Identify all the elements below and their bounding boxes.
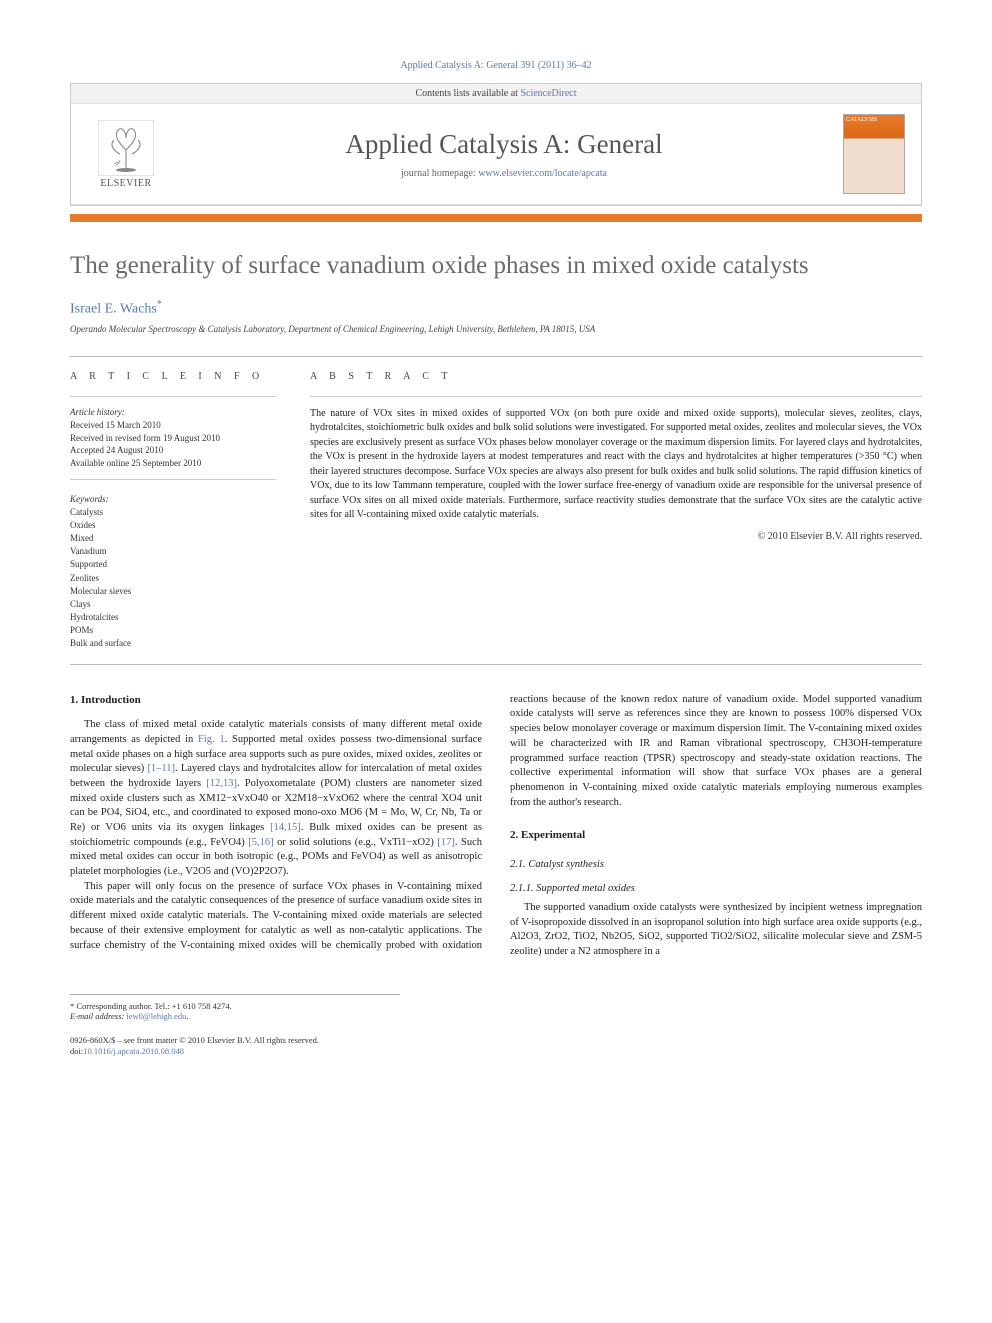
history-item: Received 15 March 2010 xyxy=(70,419,276,432)
subsection-number: 2.1. xyxy=(510,859,526,870)
keyword: Mixed xyxy=(70,532,276,545)
figure-ref-link[interactable]: Fig. 1 xyxy=(198,734,225,745)
keywords-label: Keywords: xyxy=(70,494,276,504)
section-heading: 2. Experimental xyxy=(510,828,922,843)
abstract-head: A B S T R A C T xyxy=(310,371,922,382)
keyword: Zeolites xyxy=(70,572,276,585)
journal-name: Applied Catalysis A: General xyxy=(165,129,843,160)
subsection-heading: 2.1. Catalyst synthesis xyxy=(510,858,922,873)
history-item: Available online 25 September 2010 xyxy=(70,457,276,470)
doi-link[interactable]: 10.1016/j.apcata.2010.08.048 xyxy=(83,1046,184,1056)
journal-cover-thumb: CATALYSIS xyxy=(843,114,905,194)
contents-prefix: Contents lists available at xyxy=(415,88,520,99)
section-title: Experimental xyxy=(521,829,585,841)
elsevier-tree-icon xyxy=(98,120,154,176)
article-info-head: A R T I C L E I N F O xyxy=(70,371,276,382)
publisher-block: ELSEVIER xyxy=(87,120,165,189)
keyword: Catalysts xyxy=(70,506,276,519)
article-title: The generality of surface vanadium oxide… xyxy=(70,250,922,281)
subsubsection-title: Supported metal oxides xyxy=(536,883,635,894)
paragraph: The supported vanadium oxide catalysts w… xyxy=(510,901,922,960)
bottom-metadata: 0926-860X/$ – see front matter © 2010 El… xyxy=(70,1035,922,1058)
author-email-link[interactable]: iew0@lehigh.edu xyxy=(126,1011,186,1021)
abstract-block: A B S T R A C T The nature of VOx sites … xyxy=(290,357,922,664)
citation-link[interactable]: [12,13] xyxy=(206,778,237,789)
history-label: Article history: xyxy=(70,407,276,417)
running-head: Applied Catalysis A: General 391 (2011) … xyxy=(70,60,922,71)
home-prefix: journal homepage: xyxy=(401,168,478,179)
citation-link[interactable]: [5,16] xyxy=(248,837,273,848)
subsection-title: Catalyst synthesis xyxy=(528,859,604,870)
keyword: Bulk and surface xyxy=(70,637,276,650)
article-body: 1. Introduction The class of mixed metal… xyxy=(70,693,922,960)
corresp-marker: * xyxy=(157,299,162,310)
article-info-left: A R T I C L E I N F O Article history: R… xyxy=(70,357,290,664)
doi-line: doi:10.1016/j.apcata.2010.08.048 xyxy=(70,1046,922,1057)
section-heading: 1. Introduction xyxy=(70,693,482,708)
keyword: POMs xyxy=(70,624,276,637)
history-item: Received in revised form 19 August 2010 xyxy=(70,432,276,445)
abstract-copyright: © 2010 Elsevier B.V. All rights reserved… xyxy=(310,531,922,542)
email-suffix: . xyxy=(186,1011,188,1021)
abstract-text: The nature of VOx sites in mixed oxides … xyxy=(310,407,922,523)
keyword: Oxides xyxy=(70,519,276,532)
cover-thumb-label: CATALYSIS xyxy=(844,115,904,125)
orange-divider-bar xyxy=(70,214,922,222)
para-text: or solid solutions (e.g., VxTi1−xO2) xyxy=(274,837,438,848)
keyword: Clays xyxy=(70,598,276,611)
history-item: Accepted 24 August 2010 xyxy=(70,444,276,457)
section-number: 1. xyxy=(70,694,78,706)
subsubsection-number: 2.1.1. xyxy=(510,883,534,894)
masthead: Contents lists available at ScienceDirec… xyxy=(70,83,922,206)
author-name-link[interactable]: Israel E. Wachs xyxy=(70,302,157,317)
doi-prefix: doi: xyxy=(70,1046,83,1056)
sciencedirect-link[interactable]: ScienceDirect xyxy=(520,88,576,99)
contents-list-line: Contents lists available at ScienceDirec… xyxy=(71,84,921,103)
keyword: Supported xyxy=(70,558,276,571)
paragraph: The class of mixed metal oxide catalytic… xyxy=(70,718,482,880)
section-title: Introduction xyxy=(81,694,141,706)
footnotes: * Corresponding author. Tel.: +1 610 758… xyxy=(70,994,400,1021)
publisher-label: ELSEVIER xyxy=(100,178,151,189)
keyword: Vanadium xyxy=(70,545,276,558)
section-number: 2. xyxy=(510,829,518,841)
journal-homepage-line: journal homepage: www.elsevier.com/locat… xyxy=(165,168,843,179)
email-line: E-mail address: iew0@lehigh.edu. xyxy=(70,1011,400,1021)
subsubsection-heading: 2.1.1. Supported metal oxides xyxy=(510,882,922,897)
affiliation: Operando Molecular Spectroscopy & Cataly… xyxy=(70,324,922,334)
citation-link[interactable]: [14,15] xyxy=(270,822,301,833)
article-info-block: A R T I C L E I N F O Article history: R… xyxy=(70,356,922,665)
citation-link[interactable]: [1–11] xyxy=(147,763,175,774)
journal-homepage-link[interactable]: www.elsevier.com/locate/apcata xyxy=(478,168,607,179)
keyword: Molecular sieves xyxy=(70,585,276,598)
keyword: Hydrotalcites xyxy=(70,611,276,624)
email-label: E-mail address: xyxy=(70,1011,126,1021)
info-divider xyxy=(70,479,276,480)
corresponding-author-note: * Corresponding author. Tel.: +1 610 758… xyxy=(70,1001,400,1011)
front-matter-line: 0926-860X/$ – see front matter © 2010 El… xyxy=(70,1035,922,1046)
author-line: Israel E. Wachs* xyxy=(70,299,922,318)
citation-link[interactable]: [17] xyxy=(437,837,455,848)
